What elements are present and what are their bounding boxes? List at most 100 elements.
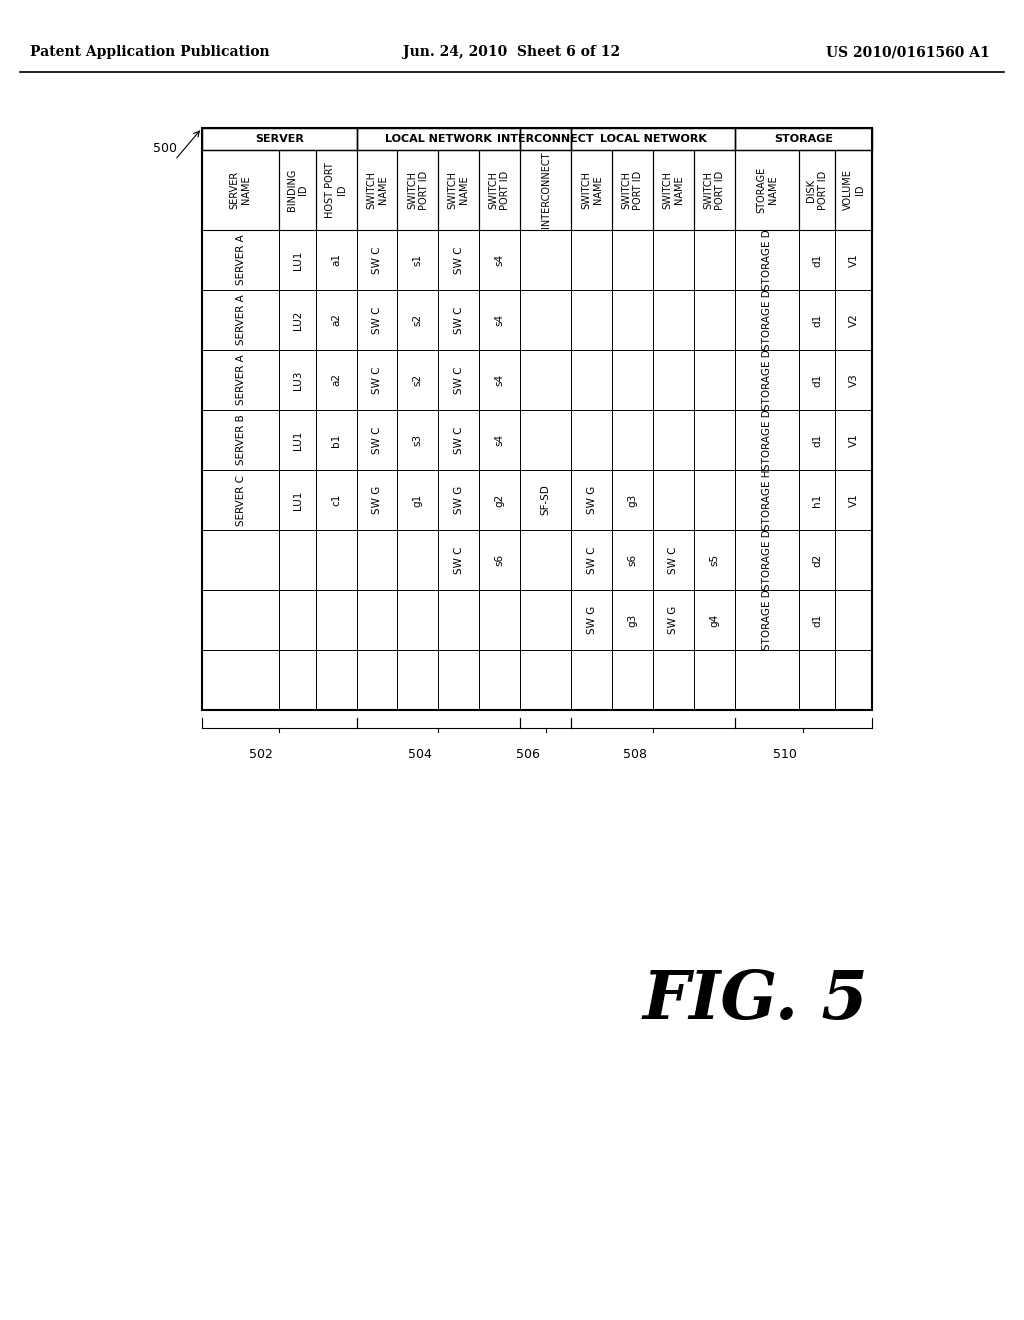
Bar [438, 150, 479, 230]
Bar [397, 230, 438, 290]
Bar [438, 411, 479, 470]
Bar [836, 470, 872, 531]
Bar [202, 128, 356, 150]
Bar [612, 350, 653, 411]
Bar [280, 590, 315, 649]
Bar [799, 230, 836, 290]
Text: LU3: LU3 [293, 371, 302, 389]
Bar [571, 531, 612, 590]
Bar [612, 290, 653, 350]
Bar [520, 290, 571, 350]
Bar [571, 150, 612, 230]
Bar [520, 128, 571, 150]
Text: LU1: LU1 [293, 251, 302, 269]
Bar [479, 150, 520, 230]
Text: STORAGE D: STORAGE D [762, 590, 772, 651]
Bar [836, 350, 872, 411]
Bar [734, 350, 799, 411]
Text: SW C: SW C [454, 247, 464, 273]
Text: V3: V3 [849, 374, 859, 387]
Bar [479, 230, 520, 290]
Text: LU2: LU2 [293, 310, 302, 330]
Bar [202, 531, 280, 590]
Text: 500: 500 [153, 141, 177, 154]
Bar [799, 649, 836, 710]
Bar [653, 531, 694, 590]
Bar [438, 290, 479, 350]
Bar [571, 470, 612, 531]
Bar [280, 150, 315, 230]
Text: STORAGE: STORAGE [774, 135, 833, 144]
Bar [397, 649, 438, 710]
Text: FIG. 5: FIG. 5 [642, 968, 868, 1032]
Bar [653, 350, 694, 411]
Text: SW C: SW C [372, 247, 382, 273]
Bar [280, 350, 315, 411]
Text: s5: s5 [710, 554, 719, 566]
Bar [356, 411, 397, 470]
Bar [397, 411, 438, 470]
Bar [356, 590, 397, 649]
Bar [315, 470, 356, 531]
Bar [520, 350, 571, 411]
Text: SERVER: SERVER [255, 135, 304, 144]
Bar [734, 290, 799, 350]
Bar [479, 350, 520, 411]
Bar [734, 531, 799, 590]
Bar [612, 470, 653, 531]
Bar [653, 230, 694, 290]
Bar [356, 290, 397, 350]
Text: d1: d1 [812, 374, 822, 387]
Text: h1: h1 [812, 494, 822, 507]
Bar [836, 230, 872, 290]
Bar [653, 411, 694, 470]
Text: SW C: SW C [372, 306, 382, 334]
Bar [202, 350, 280, 411]
Bar [438, 649, 479, 710]
Text: STORAGE D: STORAGE D [762, 350, 772, 411]
Text: US 2010/0161560 A1: US 2010/0161560 A1 [826, 45, 990, 59]
Bar [520, 649, 571, 710]
Bar [694, 230, 734, 290]
Bar [397, 590, 438, 649]
Text: BINDING
ID: BINDING ID [287, 169, 308, 211]
Bar [734, 470, 799, 531]
Bar [315, 350, 356, 411]
Bar [520, 230, 571, 290]
Text: d1: d1 [812, 313, 822, 326]
Text: SW C: SW C [372, 426, 382, 454]
Bar [280, 470, 315, 531]
Bar [356, 470, 397, 531]
Text: a2: a2 [331, 374, 341, 387]
Text: 504: 504 [409, 748, 432, 762]
Text: LOCAL NETWORK: LOCAL NETWORK [385, 135, 492, 144]
Bar [694, 290, 734, 350]
Text: STORAGE D: STORAGE D [762, 529, 772, 590]
Bar [397, 470, 438, 531]
Bar [734, 230, 799, 290]
Text: STORAGE D: STORAGE D [762, 230, 772, 290]
Bar [734, 590, 799, 649]
Text: s3: s3 [413, 434, 423, 446]
Bar [202, 230, 280, 290]
Bar [612, 150, 653, 230]
Bar [571, 411, 612, 470]
Text: 510: 510 [773, 748, 798, 762]
Text: Patent Application Publication: Patent Application Publication [30, 45, 269, 59]
Bar [612, 411, 653, 470]
Bar [438, 470, 479, 531]
Bar [799, 531, 836, 590]
Bar [799, 350, 836, 411]
Text: SWITCH
NAME: SWITCH NAME [663, 172, 684, 209]
Bar [479, 470, 520, 531]
Bar [315, 531, 356, 590]
Text: g1: g1 [413, 494, 423, 507]
Bar [799, 150, 836, 230]
Bar [694, 411, 734, 470]
Bar [397, 290, 438, 350]
Bar [571, 290, 612, 350]
Text: SW C: SW C [454, 426, 464, 454]
Text: V1: V1 [849, 253, 859, 267]
Text: s4: s4 [495, 253, 505, 267]
Bar [356, 230, 397, 290]
